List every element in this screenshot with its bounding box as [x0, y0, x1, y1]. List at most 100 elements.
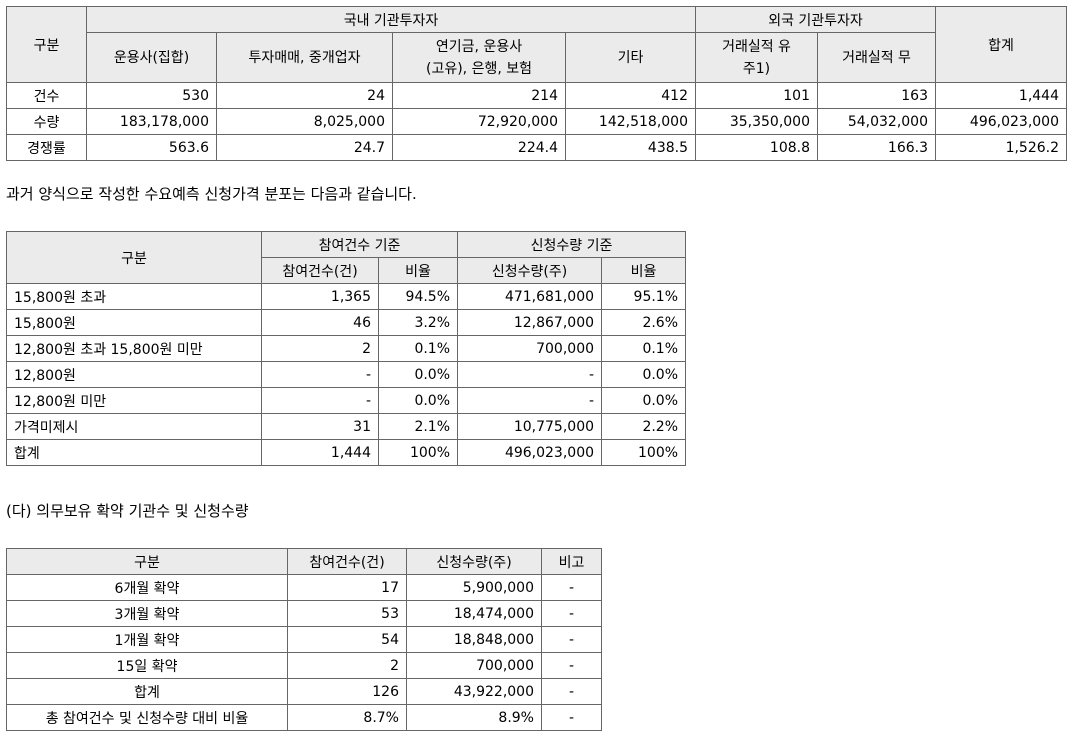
header-cell: 국내 기관투자자	[86, 6, 696, 33]
table-cell: -	[541, 574, 602, 601]
table-cell: -	[541, 704, 602, 731]
table-cell: 0.1%	[377, 335, 459, 362]
header-cell: 신청수량(주)	[406, 548, 542, 575]
table-cell: 18,474,000	[406, 600, 542, 627]
table-cell: -	[457, 387, 603, 414]
header-cell: 거래실적 무	[817, 32, 936, 83]
table-cell: 100%	[601, 439, 687, 466]
table-row: 총 참여건수 및 신청수량 대비 비율 8.7% 8.9% -	[6, 704, 602, 731]
table-cell: 12,867,000	[457, 309, 603, 336]
table-cell: 2.2%	[601, 413, 687, 440]
table-cell: 166.3	[817, 134, 936, 161]
table-cell: 1개월 확약	[6, 626, 288, 653]
table-cell: 563.6	[86, 134, 217, 161]
header-cell: 합계	[935, 6, 1067, 83]
header-cell: 거래실적 유 주1)	[695, 32, 818, 83]
table-cell: 126	[287, 678, 407, 705]
header-cell: 구분	[6, 6, 87, 83]
table-cell: 6개월 확약	[6, 574, 288, 601]
table-cell: 46	[261, 309, 379, 336]
lockup-table: 구분 참여건수(건) 신청수량(주) 비고 6개월 확약 17 5,900,000-3개월…	[6, 548, 602, 731]
table-cell: 471,681,000	[457, 283, 603, 310]
table-cell: -	[261, 387, 379, 414]
table-cell: 0.0%	[601, 387, 687, 414]
table-cell: 5,900,000	[406, 574, 542, 601]
table-cell: -	[541, 600, 602, 627]
table-cell: 8,025,000	[216, 108, 393, 135]
table-cell: 496,023,000	[935, 108, 1067, 135]
table-cell: 12,800원	[6, 361, 262, 388]
table-row: 가격미제시 31 2.1% 10,775,000 2.2%	[6, 413, 687, 440]
header-cell: 기타	[565, 32, 696, 83]
table-cell: 가격미제시	[6, 413, 262, 440]
table-cell: 54	[287, 626, 407, 653]
table-cell: 3.2%	[377, 309, 459, 336]
table-row: 합계 126 43,922,000-	[6, 678, 602, 705]
header-cell: 신청수량(주)	[457, 257, 603, 284]
table-cell: 12,800원 미만	[6, 387, 262, 414]
table-row: 수량 183,178,000 8,025,000 72,920,000 142,518,…	[6, 108, 1067, 135]
table-cell: 94.5%	[377, 283, 459, 310]
table-cell: 17	[287, 574, 407, 601]
header-cell: 참여건수(건)	[261, 257, 379, 284]
table-cell: 18,848,000	[406, 626, 542, 653]
table-cell: 108.8	[695, 134, 818, 161]
table-cell: 35,350,000	[695, 108, 818, 135]
table-cell: 24	[216, 82, 393, 109]
table-cell: 72,920,000	[392, 108, 566, 135]
table-row: 12,800원 초과 15,800원 미만 2 0.1% 700,000 0.1%	[6, 335, 687, 362]
table-cell: 101	[695, 82, 818, 109]
header-cell: 참여건수 기준	[260, 231, 459, 258]
table-cell: 2.1%	[377, 413, 459, 440]
table-cell: 8.9%	[406, 704, 542, 731]
price-distribution-table: 구분 참여건수 기준 신청수량 기준 참여건수(건) 비율 신청수량(주) 비율 15…	[6, 231, 687, 466]
table-row: 12,800원 미만 -0.0% -0.0%	[6, 387, 687, 414]
table-cell: 15일 확약	[6, 652, 288, 679]
table-row: 15,800원 46 3.2% 12,867,000 2.6%	[6, 309, 687, 336]
table-cell: 2	[287, 652, 407, 679]
table-cell: -	[457, 361, 603, 388]
note: 과거 양식으로 작성한 수요예측 신청가격 분포는 다음과 같습니다.	[6, 185, 417, 203]
table-cell: 총 참여건수 및 신청수량 대비 비율	[6, 704, 288, 731]
header-cell: 구분	[6, 231, 262, 284]
table-cell: -	[261, 361, 379, 388]
table-cell: 12,800원 초과 15,800원 미만	[6, 335, 262, 362]
table-cell: 700,000	[457, 335, 603, 362]
table-row: 경쟁률 563.6 24.7 224.4 438.5 108.8 166.3 1,526.2	[6, 134, 1067, 161]
header-cell: 비율	[377, 257, 459, 284]
table-cell: 224.4	[392, 134, 566, 161]
table-cell: 412	[565, 82, 696, 109]
table-cell: 1,365	[261, 283, 379, 310]
header-cell: 신청수량 기준	[457, 231, 687, 258]
table-row: 6개월 확약 17 5,900,000-	[6, 574, 602, 601]
table-cell: 163	[817, 82, 936, 109]
table-cell: 2.6%	[601, 309, 687, 336]
table-cell: 183,178,000	[86, 108, 217, 135]
table-cell: 100%	[377, 439, 459, 466]
table-cell: 0.0%	[601, 361, 687, 388]
table-cell: 3개월 확약	[6, 600, 288, 627]
table-row: 12,800원 -0.0% -0.0%	[6, 361, 687, 388]
table-cell: 1,444	[261, 439, 379, 466]
table-cell: 경쟁률	[6, 134, 87, 161]
table-cell: 31	[261, 413, 379, 440]
table-row: 3개월 확약 53 18,474,000-	[6, 600, 602, 627]
header-cell: 비율	[601, 257, 687, 284]
table-cell: 합계	[6, 439, 262, 466]
table-row: 합계 1,444 100% 496,023,000 100%	[6, 439, 687, 466]
table-row: 15일 확약 2 700,000-	[6, 652, 602, 679]
table-cell: 53	[287, 600, 407, 627]
table-row: 15,800원 초과 1,365 94.5% 471,681,000 95.1%	[6, 283, 687, 310]
table-cell: 214	[392, 82, 566, 109]
table-cell: 700,000	[406, 652, 542, 679]
table-cell: 1,526.2	[935, 134, 1067, 161]
table-row: 건수 530 24 214 412 101 163 1,444	[6, 82, 1067, 109]
table-cell: 0.1%	[601, 335, 687, 362]
table-cell: 530	[86, 82, 217, 109]
table-cell: -	[541, 626, 602, 653]
header-cell: 비고	[541, 548, 602, 575]
table-row: 1개월 확약 54 18,848,000-	[6, 626, 602, 653]
table-cell: -	[541, 678, 602, 705]
table-cell: 0.0%	[377, 387, 459, 414]
